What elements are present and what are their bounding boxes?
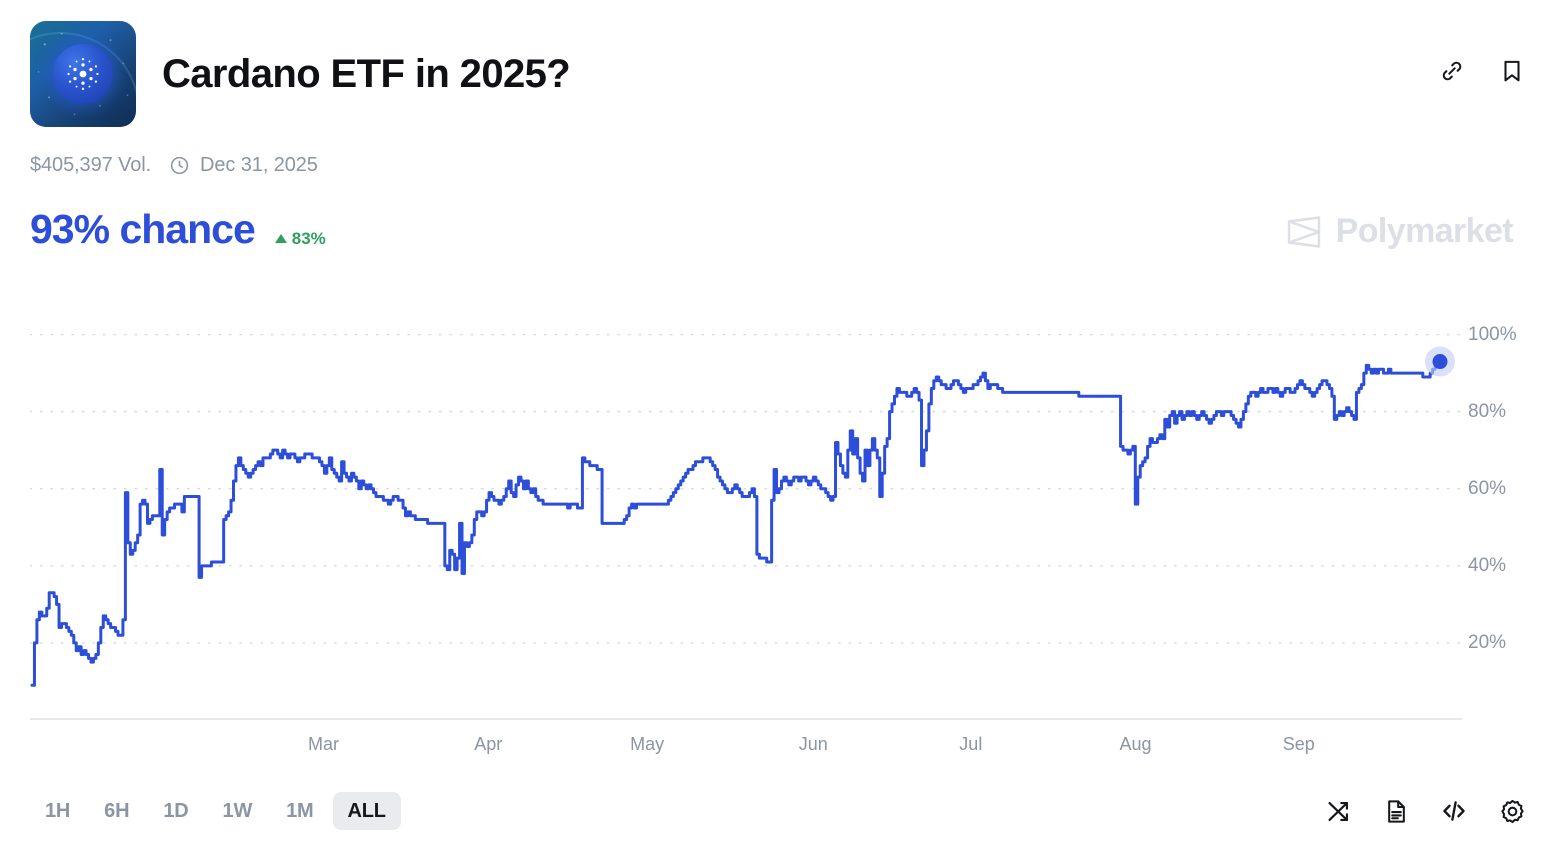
timeframe-1w[interactable]: 1W [208, 792, 268, 830]
chart-footer: 1H 6H 1D 1W 1M ALL [30, 787, 1527, 835]
triangle-up-icon [274, 234, 287, 243]
end-marker-dot[interactable] [1432, 354, 1448, 370]
x-axis: Mar Apr May Jun Jul Aug Sep [30, 734, 1462, 762]
chance-delta-value: 83% [291, 228, 326, 248]
y-axis-tick: 40% [1468, 554, 1507, 576]
market-meta: $405,397 Vol. Dec 31, 2025 [30, 154, 318, 177]
probability-chart[interactable] [30, 296, 1462, 720]
y-axis-tick: 80% [1468, 400, 1507, 422]
chart-tools [1323, 796, 1527, 826]
market-header: Cardano ETF in 2025? [30, 18, 1527, 130]
cardano-logo [30, 21, 136, 127]
document-icon[interactable] [1381, 796, 1411, 826]
y-axis-tick: 60% [1468, 477, 1507, 499]
x-axis-tick: Aug [1119, 734, 1152, 754]
y-axis-tick: 100% [1468, 323, 1517, 345]
x-axis-tick: Jun [798, 734, 828, 754]
series-line-yes [32, 362, 1440, 686]
copy-link-icon[interactable] [1437, 56, 1467, 86]
shuffle-icon[interactable] [1323, 796, 1353, 826]
timeframe-1h[interactable]: 1H [30, 792, 85, 830]
y-axis: 100% 80% 60% 40% 20% [1468, 296, 1548, 720]
x-axis-tick: Sep [1282, 734, 1315, 754]
header-actions [1437, 56, 1527, 92]
timeframe-selector[interactable]: 1H 6H 1D 1W 1M ALL [30, 792, 401, 830]
chance-value: 93% chance [30, 206, 256, 252]
chart-canvas[interactable] [30, 296, 1462, 720]
bookmark-icon[interactable] [1497, 56, 1527, 86]
x-axis-tick: May [630, 734, 665, 754]
polymarket-wordmark: Polymarket [1335, 212, 1514, 250]
embed-code-icon[interactable] [1439, 796, 1469, 826]
clock-icon [169, 155, 190, 176]
timeframe-1m[interactable]: 1M [271, 792, 328, 830]
timeframe-1d[interactable]: 1D [148, 792, 203, 830]
settings-gear-icon[interactable] [1497, 796, 1527, 826]
probability-display: 93% chance 83% [30, 209, 326, 250]
page-title: Cardano ETF in 2025? [162, 52, 571, 96]
x-axis-tick: Jul [959, 734, 983, 754]
chance-delta: 83% [274, 228, 326, 249]
timeframe-all[interactable]: ALL [332, 792, 401, 830]
end-date-label: Dec 31, 2025 [200, 154, 318, 176]
volume-label: $405,397 Vol. [30, 154, 152, 176]
polymarket-watermark: Polymarket [1286, 212, 1514, 251]
y-axis-tick: 20% [1468, 631, 1507, 653]
x-axis-tick: Mar [308, 734, 340, 754]
x-axis-tick: Apr [474, 734, 503, 754]
ada-symbol-icon [67, 58, 99, 90]
polymarket-logo-icon [1287, 215, 1320, 248]
timeframe-6h[interactable]: 6H [89, 792, 144, 830]
